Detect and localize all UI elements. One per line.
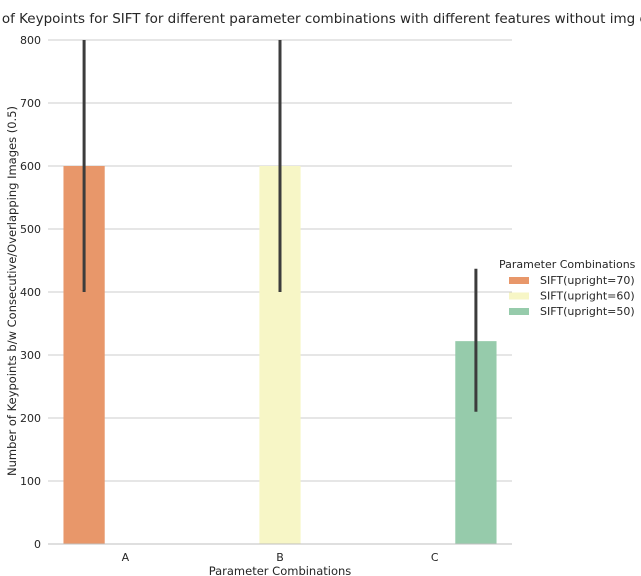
error-bars (82, 40, 478, 412)
y-tick-label: 400 (20, 286, 41, 299)
x-tick-label: C (431, 551, 439, 564)
y-tick-label: 100 (20, 475, 41, 488)
legend-swatch (509, 308, 529, 315)
legend-label: SIFT(upright=60) (540, 290, 635, 303)
legend-title: Parameter Combinations (499, 258, 636, 271)
legend-swatch (509, 292, 529, 300)
y-tick-label: 200 (20, 412, 41, 425)
y-tick-label: 500 (20, 223, 41, 236)
legend: Parameter Combinations SIFT(upright=70) S… (499, 258, 636, 318)
x-axis-label: Parameter Combinations (209, 564, 352, 576)
y-axis-label: Number of Keypoints b/w Consecutive/Over… (5, 106, 19, 476)
x-tick-labels: A B C (122, 551, 439, 564)
y-tick-labels: 0 100 200 300 400 500 600 700 800 (20, 34, 41, 551)
x-tick-label: B (276, 551, 284, 564)
y-tick-label: 600 (20, 160, 41, 173)
legend-label: SIFT(upright=50) (540, 305, 635, 318)
y-tick-label: 800 (20, 34, 41, 47)
legend-label: SIFT(upright=70) (540, 274, 635, 287)
x-tick-label: A (122, 551, 130, 564)
y-tick-label: 0 (34, 538, 41, 551)
y-tick-label: 700 (20, 97, 41, 110)
y-tick-label: 300 (20, 349, 41, 362)
legend-swatch (509, 277, 529, 284)
bars (63, 166, 497, 544)
chart-title: ber of Keypoints for SIFT for different … (0, 11, 641, 27)
